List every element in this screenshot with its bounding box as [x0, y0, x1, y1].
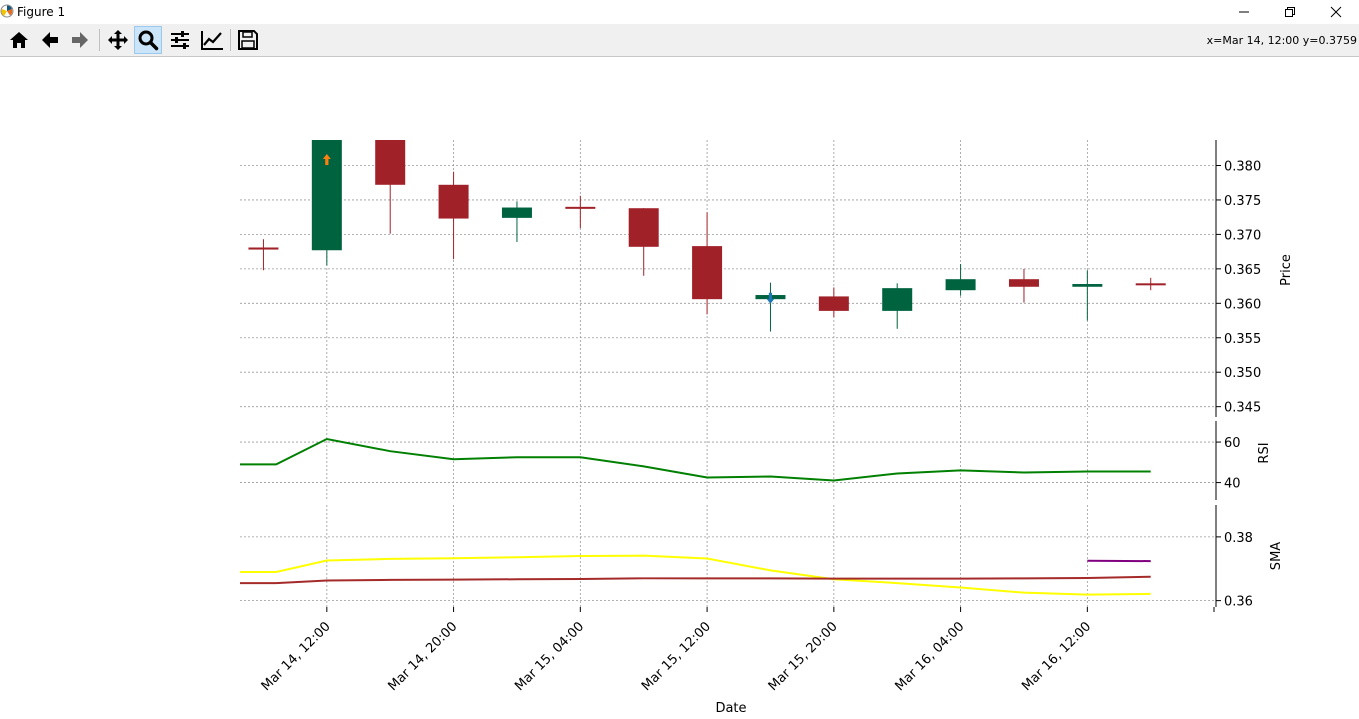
candle-body [945, 279, 976, 291]
navigation-toolbar [0, 24, 1359, 57]
rsi-line [240, 437, 1151, 482]
price-axis-label: Price [1279, 254, 1294, 286]
maximize-button[interactable] [1267, 0, 1313, 24]
save-button[interactable] [234, 26, 262, 54]
window-title: Figure 1 [17, 5, 66, 19]
sma-line-2 [240, 575, 1151, 585]
price-y-tick-label: 0.370 [1224, 228, 1261, 243]
x-tick-label: Mar 15, 12:00 [639, 619, 714, 694]
sma-y-tick-label: 0.36 [1224, 595, 1253, 610]
candle-body [692, 246, 723, 300]
x-tick-label: Mar 16, 12:00 [1019, 619, 1094, 694]
toolbar-separator [230, 29, 231, 51]
home-icon [10, 32, 28, 48]
x-tick-label: Mar 15, 04:00 [512, 619, 587, 694]
forward-button[interactable] [66, 26, 94, 54]
sma-axis-label: SMA [1269, 542, 1284, 570]
candle-body [248, 247, 279, 250]
toolbar-separator [99, 29, 100, 51]
signal-marker [766, 292, 775, 304]
signal-marker [322, 153, 331, 165]
rsi-y-tick-label: 40 [1224, 477, 1241, 492]
arrow-left-icon [42, 32, 58, 48]
sma-y-tick-label: 0.38 [1224, 531, 1253, 546]
price-y-tick-label: 0.365 [1224, 263, 1261, 278]
move-icon [108, 30, 128, 50]
arrow-right-icon [72, 32, 88, 48]
figure-canvas[interactable]: Mar 14, 12:00 Mar 14, 20:00 Mar 15, 04:00 M… [0, 57, 1359, 719]
x-tick-label: Mar 16, 04:00 [893, 619, 968, 694]
chart-line-icon [201, 31, 223, 50]
minimize-icon [1239, 11, 1249, 13]
candle-body [818, 296, 849, 311]
candle-body [1008, 279, 1039, 287]
candle-body [438, 184, 469, 219]
candle-body [882, 288, 913, 311]
candle-body [1135, 283, 1166, 286]
price-y-tick-label: 0.380 [1224, 159, 1261, 174]
sliders-icon [171, 31, 189, 49]
title-bar: Figure 1 [0, 0, 1359, 24]
floppy-icon [238, 30, 258, 50]
candle-body [375, 140, 406, 185]
zoom-button[interactable] [134, 26, 162, 54]
price-y-tick-label: 0.350 [1224, 366, 1261, 381]
maximize-icon [1285, 7, 1295, 17]
back-button[interactable] [36, 26, 64, 54]
sma-line-1 [240, 554, 1151, 596]
price-y-tick-label: 0.355 [1224, 332, 1261, 347]
close-icon [1330, 6, 1342, 18]
price-y-tick-label: 0.360 [1224, 297, 1261, 312]
pan-button[interactable] [104, 26, 132, 54]
candle-body [501, 207, 532, 218]
price-y-tick-label: 0.375 [1224, 194, 1261, 209]
close-button[interactable] [1313, 0, 1359, 24]
rsi-axis-label: RSI [1257, 442, 1272, 463]
magnifier-icon [138, 30, 159, 51]
x-tick-label: Mar 14, 20:00 [385, 619, 460, 694]
configure-subplots-button[interactable] [166, 26, 194, 54]
candle-body [565, 206, 596, 209]
candle-body [1072, 284, 1103, 287]
x-tick-label: Mar 15, 20:00 [766, 619, 841, 694]
home-button[interactable] [5, 26, 33, 54]
x-axis-label: Date [715, 701, 746, 716]
minimize-button[interactable] [1221, 0, 1267, 24]
candle-body [628, 208, 659, 247]
matplotlib-icon [0, 4, 14, 18]
x-tick-label: Mar 14, 12:00 [259, 619, 334, 694]
cursor-coordinates: x=Mar 14, 12:00 y=0.3759 [1206, 34, 1357, 47]
price-y-tick-label: 0.345 [1224, 401, 1261, 416]
rsi-y-tick-label: 60 [1224, 436, 1241, 451]
edit-axis-button[interactable] [197, 26, 225, 54]
